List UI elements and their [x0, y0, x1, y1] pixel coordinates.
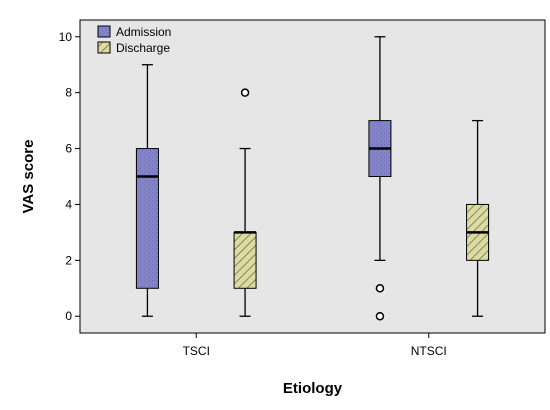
x-tick-label: NTSCI: [411, 344, 447, 358]
y-axis-title: VAS score: [20, 140, 37, 214]
y-tick-label: 0: [65, 309, 72, 323]
outlier-point: [240, 88, 250, 97]
y-tick-label: 2: [65, 253, 72, 267]
y-tick-label: 8: [65, 86, 72, 100]
y-tick-label: 6: [65, 142, 72, 156]
y-tick-label: 4: [65, 197, 72, 211]
box-series: [135, 36, 490, 321]
y-axis: 0 2 4 6 8 10: [59, 30, 80, 323]
legend-swatch: [97, 25, 111, 38]
x-axis-title: Etiology: [283, 380, 343, 397]
box-iqr: [233, 231, 257, 289]
box-admission-ntsci: [368, 36, 392, 321]
x-tick-label: TSCI: [183, 344, 210, 358]
legend-swatch: [97, 41, 111, 54]
y-tick-label: 10: [59, 30, 73, 44]
legend-label: Discharge: [116, 41, 170, 55]
box-admission-tsci: [135, 64, 159, 317]
legend-label: Admission: [116, 25, 171, 39]
box-discharge-tsci: [233, 88, 257, 317]
x-axis: TSCI NTSCI: [183, 333, 447, 358]
box-discharge-ntsci: [466, 119, 490, 317]
outlier-point: [375, 311, 385, 321]
legend: Admission Discharge: [97, 25, 171, 55]
outlier-point: [375, 284, 385, 293]
box-iqr: [135, 148, 159, 289]
